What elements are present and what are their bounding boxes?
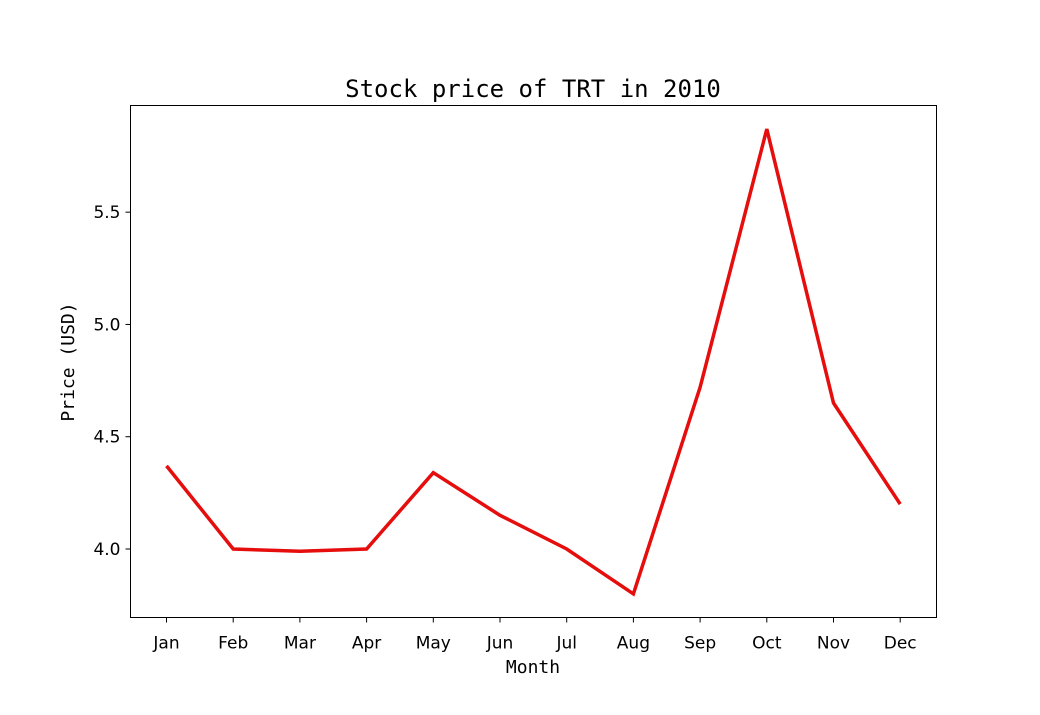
x-axis-label: Month <box>506 657 560 678</box>
y-tick-label: 4.5 <box>93 428 120 448</box>
x-tick-label: May <box>416 634 451 654</box>
x-tick-label: Mar <box>284 634 316 654</box>
x-tick-label: Oct <box>752 634 782 654</box>
series-layer <box>165 128 902 597</box>
x-tick-label: Dec <box>884 634 917 654</box>
x-tick-label: Apr <box>352 634 381 654</box>
y-axis: 4.0 4.5 5.0 5.5 <box>93 203 131 560</box>
x-tick-label: Nov <box>817 634 850 654</box>
price-line <box>165 128 902 597</box>
x-axis: Jan Feb Mar Apr May Jun Jul Aug Sep Oct Nov Dec <box>152 617 917 654</box>
y-tick-label: 4.0 <box>93 540 120 560</box>
plot-area-frame <box>130 105 937 618</box>
y-tick-label: 5.5 <box>93 203 120 223</box>
x-tick-label: Jul <box>555 634 577 654</box>
x-tick-label: Sep <box>684 634 716 654</box>
y-axis-label: Price (USD) <box>58 302 79 421</box>
x-tick-label: Feb <box>218 634 248 654</box>
x-tick-label: Jan <box>152 634 179 654</box>
y-tick-label: 5.0 <box>93 315 120 335</box>
x-tick-label: Aug <box>617 634 650 654</box>
x-tick-label: Jun <box>486 634 514 654</box>
chart-title: Stock price of TRT in 2010 <box>345 75 721 103</box>
